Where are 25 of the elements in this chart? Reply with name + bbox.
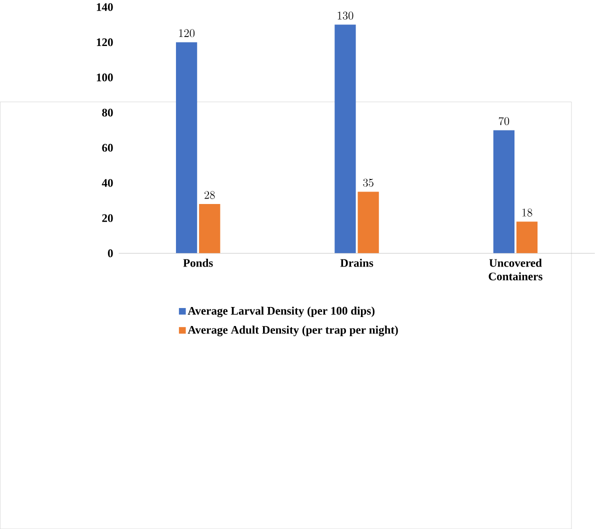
data-label: 130 — [338, 12, 354, 20]
bar — [334, 24, 356, 254]
data-label: 120 — [179, 29, 195, 38]
y-tick-label: 120 — [96, 38, 113, 46]
y-tick-label: 100 — [96, 73, 113, 82]
y-tick-label: 60 — [102, 144, 113, 152]
bar — [493, 130, 514, 254]
y-tick-label: 80 — [102, 108, 113, 116]
bar — [199, 204, 220, 254]
bar — [358, 192, 379, 254]
bar — [176, 42, 198, 254]
x-tick-label: Uncovered Containers — [488, 258, 542, 280]
legend-label: Average Larval Density (per 100 dips) — [188, 306, 374, 318]
y-tick-label: 0 — [108, 249, 113, 258]
y-tick-label: 40 — [102, 179, 113, 187]
legend-label: Average Adult Density (per trap per night) — [188, 326, 398, 336]
data-label: 28 — [204, 191, 215, 199]
data-label: 70 — [498, 117, 510, 126]
data-label: 18 — [522, 208, 532, 217]
y-tick-label: 20 — [102, 214, 113, 222]
x-tick-label: Ponds — [183, 258, 213, 267]
bar — [516, 222, 538, 254]
data-label: 35 — [363, 178, 374, 187]
y-tick-label: 140 — [96, 3, 113, 11]
x-tick-label: Drains — [340, 258, 374, 267]
